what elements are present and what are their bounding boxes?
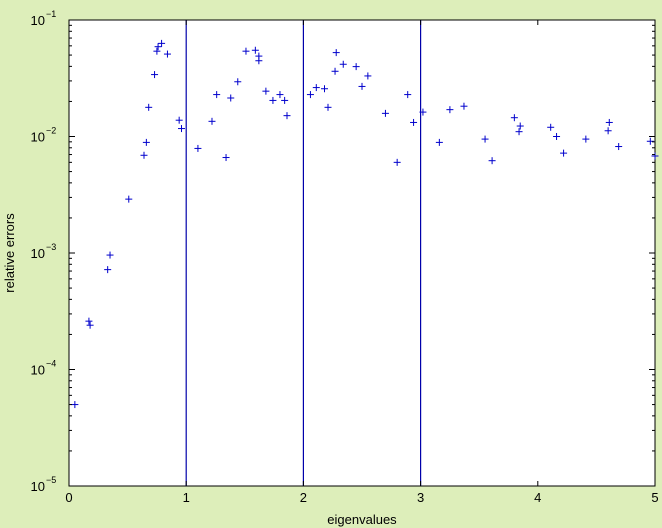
x-tick-label: 2 bbox=[300, 490, 307, 505]
data-points bbox=[71, 39, 659, 409]
data-point bbox=[208, 117, 216, 125]
y-axis-label: relative errors bbox=[2, 213, 17, 293]
x-axis-ticks: 0 1 2 3 4 5 bbox=[65, 20, 659, 505]
y-tick-label: 10 bbox=[31, 246, 45, 261]
data-point bbox=[510, 114, 518, 122]
data-point bbox=[269, 96, 277, 104]
y-axis-ticks: 10−510−410−310−210−1 bbox=[31, 9, 655, 494]
data-point bbox=[125, 195, 133, 203]
data-point bbox=[332, 49, 340, 57]
data-point bbox=[324, 103, 332, 111]
data-point bbox=[106, 251, 114, 259]
y-tick-exponent: −2 bbox=[46, 126, 56, 136]
x-tick-label: 5 bbox=[651, 490, 658, 505]
data-point bbox=[158, 39, 166, 47]
y-tick-exponent: −3 bbox=[46, 242, 56, 252]
data-point bbox=[419, 108, 427, 116]
data-point bbox=[283, 112, 291, 120]
data-point bbox=[153, 47, 161, 55]
data-point bbox=[234, 78, 242, 86]
data-point bbox=[281, 96, 289, 104]
data-point bbox=[615, 143, 623, 151]
data-point bbox=[175, 116, 183, 124]
data-point bbox=[404, 91, 412, 99]
data-point bbox=[85, 317, 93, 325]
y-tick-exponent: −1 bbox=[46, 9, 56, 19]
data-point bbox=[604, 127, 612, 135]
data-point bbox=[339, 60, 347, 68]
data-point bbox=[145, 103, 153, 111]
data-point bbox=[306, 91, 314, 99]
data-point bbox=[446, 106, 454, 114]
data-point bbox=[553, 133, 561, 140]
data-point bbox=[276, 91, 284, 99]
y-tick-label: 10 bbox=[31, 363, 45, 378]
data-point bbox=[251, 46, 259, 54]
data-point bbox=[86, 321, 94, 329]
data-point bbox=[262, 87, 270, 95]
data-point bbox=[227, 94, 235, 102]
data-point bbox=[222, 154, 230, 162]
data-point bbox=[358, 82, 366, 90]
data-point bbox=[331, 67, 339, 75]
y-tick-exponent: −5 bbox=[46, 475, 56, 485]
data-point bbox=[213, 91, 221, 99]
data-point bbox=[320, 85, 328, 93]
data-point bbox=[381, 109, 389, 117]
y-tick-exponent: −4 bbox=[46, 359, 56, 369]
data-point bbox=[178, 125, 186, 133]
x-tick-label: 4 bbox=[534, 490, 541, 505]
x-tick-label: 3 bbox=[417, 490, 424, 505]
data-point bbox=[651, 152, 659, 160]
data-point bbox=[312, 84, 320, 92]
data-point bbox=[488, 157, 496, 165]
data-point bbox=[481, 135, 489, 143]
data-point bbox=[646, 137, 654, 145]
data-point bbox=[151, 71, 159, 79]
data-point bbox=[582, 135, 590, 143]
data-point bbox=[140, 151, 148, 159]
data-point bbox=[515, 128, 523, 136]
y-tick-label: 10 bbox=[31, 479, 45, 494]
data-point bbox=[547, 123, 555, 131]
x-axis-label: eigenvalues bbox=[327, 512, 397, 527]
data-point bbox=[104, 266, 112, 274]
data-point bbox=[560, 149, 568, 157]
data-point bbox=[410, 118, 418, 126]
data-point bbox=[142, 138, 150, 146]
data-point bbox=[71, 401, 79, 409]
data-point bbox=[393, 158, 401, 166]
data-point bbox=[163, 50, 171, 58]
x-tick-label: 1 bbox=[183, 490, 190, 505]
data-point bbox=[242, 47, 250, 55]
data-point bbox=[460, 102, 468, 110]
data-point bbox=[255, 57, 263, 65]
y-tick-label: 10 bbox=[31, 130, 45, 145]
plot-area bbox=[68, 19, 656, 487]
vertical-lines bbox=[185, 20, 422, 486]
data-point bbox=[194, 144, 202, 152]
data-point bbox=[154, 43, 162, 51]
data-point bbox=[364, 72, 372, 80]
y-tick-label: 10 bbox=[31, 13, 45, 28]
x-tick-label: 0 bbox=[65, 490, 72, 505]
data-point bbox=[605, 118, 613, 126]
data-point bbox=[516, 122, 524, 130]
data-point bbox=[435, 138, 443, 146]
data-point bbox=[352, 63, 360, 71]
